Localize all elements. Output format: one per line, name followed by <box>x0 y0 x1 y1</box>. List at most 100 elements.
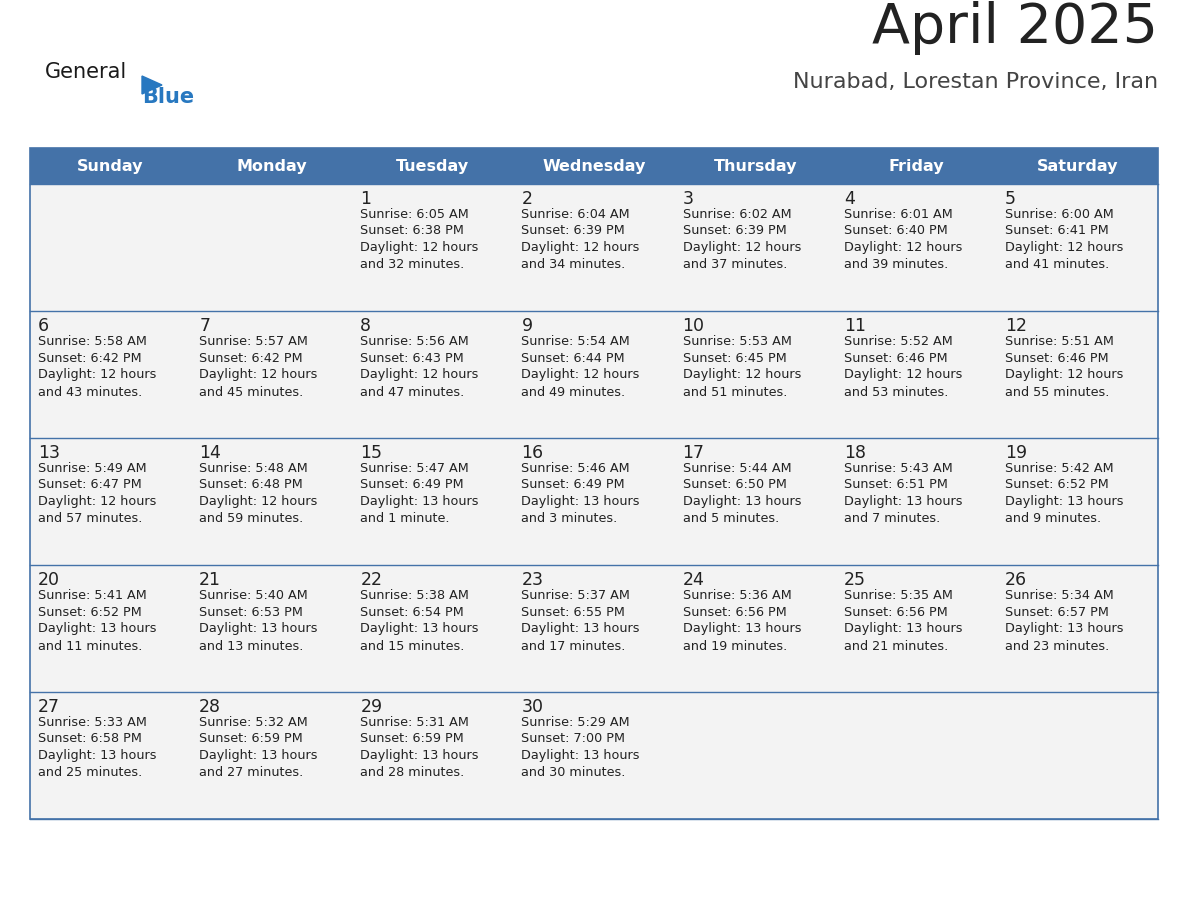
Text: Daylight: 13 hours
and 7 minutes.: Daylight: 13 hours and 7 minutes. <box>843 495 962 525</box>
Text: Daylight: 13 hours
and 11 minutes.: Daylight: 13 hours and 11 minutes. <box>38 622 157 653</box>
Text: Daylight: 13 hours
and 15 minutes.: Daylight: 13 hours and 15 minutes. <box>360 622 479 653</box>
Text: Sunset: 6:56 PM: Sunset: 6:56 PM <box>843 606 948 619</box>
Text: 14: 14 <box>200 444 221 462</box>
Text: Daylight: 13 hours
and 13 minutes.: Daylight: 13 hours and 13 minutes. <box>200 622 317 653</box>
Text: 21: 21 <box>200 571 221 589</box>
Text: Monday: Monday <box>236 159 307 174</box>
Text: Friday: Friday <box>889 159 944 174</box>
Bar <box>30 438 1158 565</box>
Text: Sunrise: 5:43 AM: Sunrise: 5:43 AM <box>843 462 953 475</box>
Text: Sunrise: 5:36 AM: Sunrise: 5:36 AM <box>683 589 791 602</box>
Text: Daylight: 12 hours
and 43 minutes.: Daylight: 12 hours and 43 minutes. <box>38 368 157 398</box>
Text: Sunrise: 5:54 AM: Sunrise: 5:54 AM <box>522 335 630 348</box>
Text: Sunrise: 5:29 AM: Sunrise: 5:29 AM <box>522 716 630 729</box>
Text: 8: 8 <box>360 317 372 335</box>
Text: Sunrise: 6:05 AM: Sunrise: 6:05 AM <box>360 208 469 221</box>
Text: Saturday: Saturday <box>1037 159 1118 174</box>
Text: Sunset: 6:46 PM: Sunset: 6:46 PM <box>843 352 947 364</box>
Text: Sunset: 6:40 PM: Sunset: 6:40 PM <box>843 225 948 238</box>
Text: Daylight: 12 hours
and 49 minutes.: Daylight: 12 hours and 49 minutes. <box>522 368 640 398</box>
Text: Daylight: 12 hours
and 51 minutes.: Daylight: 12 hours and 51 minutes. <box>683 368 801 398</box>
Text: Sunset: 6:49 PM: Sunset: 6:49 PM <box>360 478 463 491</box>
Text: Daylight: 13 hours
and 17 minutes.: Daylight: 13 hours and 17 minutes. <box>522 622 640 653</box>
Text: Daylight: 12 hours
and 39 minutes.: Daylight: 12 hours and 39 minutes. <box>843 241 962 272</box>
Text: Daylight: 12 hours
and 45 minutes.: Daylight: 12 hours and 45 minutes. <box>200 368 317 398</box>
Text: Daylight: 12 hours
and 34 minutes.: Daylight: 12 hours and 34 minutes. <box>522 241 640 272</box>
Text: Sunset: 6:53 PM: Sunset: 6:53 PM <box>200 606 303 619</box>
Text: Sunset: 6:59 PM: Sunset: 6:59 PM <box>360 733 465 745</box>
Text: Sunrise: 5:34 AM: Sunrise: 5:34 AM <box>1005 589 1113 602</box>
Text: Blue: Blue <box>143 87 194 107</box>
Text: Sunrise: 5:56 AM: Sunrise: 5:56 AM <box>360 335 469 348</box>
Text: Sunset: 6:47 PM: Sunset: 6:47 PM <box>38 478 141 491</box>
Text: Nurabad, Lorestan Province, Iran: Nurabad, Lorestan Province, Iran <box>792 72 1158 92</box>
Text: 2: 2 <box>522 190 532 208</box>
Text: Daylight: 12 hours
and 47 minutes.: Daylight: 12 hours and 47 minutes. <box>360 368 479 398</box>
Text: Sunset: 6:51 PM: Sunset: 6:51 PM <box>843 478 948 491</box>
Text: Sunrise: 5:40 AM: Sunrise: 5:40 AM <box>200 589 308 602</box>
Text: Tuesday: Tuesday <box>397 159 469 174</box>
Text: Sunrise: 5:57 AM: Sunrise: 5:57 AM <box>200 335 308 348</box>
Text: Daylight: 13 hours
and 23 minutes.: Daylight: 13 hours and 23 minutes. <box>1005 622 1124 653</box>
Bar <box>30 148 1158 819</box>
Text: Sunset: 6:42 PM: Sunset: 6:42 PM <box>200 352 303 364</box>
Text: Sunset: 6:56 PM: Sunset: 6:56 PM <box>683 606 786 619</box>
Text: April 2025: April 2025 <box>872 1 1158 55</box>
Text: Sunrise: 5:58 AM: Sunrise: 5:58 AM <box>38 335 147 348</box>
Text: Daylight: 12 hours
and 59 minutes.: Daylight: 12 hours and 59 minutes. <box>200 495 317 525</box>
Bar <box>30 692 1158 819</box>
Text: 3: 3 <box>683 190 694 208</box>
Text: Sunset: 6:48 PM: Sunset: 6:48 PM <box>200 478 303 491</box>
Text: Daylight: 13 hours
and 28 minutes.: Daylight: 13 hours and 28 minutes. <box>360 749 479 779</box>
Bar <box>30 311 1158 438</box>
Text: Wednesday: Wednesday <box>542 159 646 174</box>
Text: Daylight: 12 hours
and 57 minutes.: Daylight: 12 hours and 57 minutes. <box>38 495 157 525</box>
Text: Daylight: 13 hours
and 30 minutes.: Daylight: 13 hours and 30 minutes. <box>522 749 640 779</box>
Text: 11: 11 <box>843 317 866 335</box>
Text: 25: 25 <box>843 571 866 589</box>
Text: Sunset: 6:42 PM: Sunset: 6:42 PM <box>38 352 141 364</box>
Text: Sunrise: 5:33 AM: Sunrise: 5:33 AM <box>38 716 147 729</box>
Text: Daylight: 13 hours
and 21 minutes.: Daylight: 13 hours and 21 minutes. <box>843 622 962 653</box>
Text: Sunset: 6:39 PM: Sunset: 6:39 PM <box>683 225 786 238</box>
Text: 20: 20 <box>38 571 61 589</box>
Text: 24: 24 <box>683 571 704 589</box>
Text: Daylight: 12 hours
and 37 minutes.: Daylight: 12 hours and 37 minutes. <box>683 241 801 272</box>
Bar <box>30 148 1158 184</box>
Text: Sunrise: 5:49 AM: Sunrise: 5:49 AM <box>38 462 146 475</box>
Text: 16: 16 <box>522 444 544 462</box>
Text: Sunset: 6:46 PM: Sunset: 6:46 PM <box>1005 352 1108 364</box>
Text: Sunset: 6:59 PM: Sunset: 6:59 PM <box>200 733 303 745</box>
Text: Sunrise: 5:37 AM: Sunrise: 5:37 AM <box>522 589 631 602</box>
Text: Sunset: 6:49 PM: Sunset: 6:49 PM <box>522 478 625 491</box>
Bar <box>30 565 1158 692</box>
Text: Daylight: 12 hours
and 55 minutes.: Daylight: 12 hours and 55 minutes. <box>1005 368 1123 398</box>
Text: Sunrise: 5:41 AM: Sunrise: 5:41 AM <box>38 589 147 602</box>
Text: Sunset: 6:55 PM: Sunset: 6:55 PM <box>522 606 625 619</box>
Text: Sunset: 7:00 PM: Sunset: 7:00 PM <box>522 733 625 745</box>
Text: Daylight: 12 hours
and 41 minutes.: Daylight: 12 hours and 41 minutes. <box>1005 241 1123 272</box>
Text: Sunset: 6:54 PM: Sunset: 6:54 PM <box>360 606 465 619</box>
Text: Daylight: 13 hours
and 25 minutes.: Daylight: 13 hours and 25 minutes. <box>38 749 157 779</box>
Text: Sunset: 6:52 PM: Sunset: 6:52 PM <box>1005 478 1108 491</box>
Text: 28: 28 <box>200 698 221 716</box>
Text: Daylight: 12 hours
and 53 minutes.: Daylight: 12 hours and 53 minutes. <box>843 368 962 398</box>
Text: Daylight: 13 hours
and 3 minutes.: Daylight: 13 hours and 3 minutes. <box>522 495 640 525</box>
Text: 5: 5 <box>1005 190 1016 208</box>
Text: Sunset: 6:52 PM: Sunset: 6:52 PM <box>38 606 141 619</box>
Text: Sunrise: 5:52 AM: Sunrise: 5:52 AM <box>843 335 953 348</box>
Text: Sunset: 6:41 PM: Sunset: 6:41 PM <box>1005 225 1108 238</box>
Text: 7: 7 <box>200 317 210 335</box>
Text: General: General <box>45 62 127 82</box>
Text: Sunrise: 5:42 AM: Sunrise: 5:42 AM <box>1005 462 1113 475</box>
Text: 12: 12 <box>1005 317 1026 335</box>
Text: 30: 30 <box>522 698 543 716</box>
Text: Daylight: 13 hours
and 27 minutes.: Daylight: 13 hours and 27 minutes. <box>200 749 317 779</box>
Text: 6: 6 <box>38 317 49 335</box>
Text: Sunrise: 6:00 AM: Sunrise: 6:00 AM <box>1005 208 1113 221</box>
Text: 10: 10 <box>683 317 704 335</box>
Text: 18: 18 <box>843 444 866 462</box>
Text: Sunset: 6:39 PM: Sunset: 6:39 PM <box>522 225 625 238</box>
Text: Daylight: 12 hours
and 32 minutes.: Daylight: 12 hours and 32 minutes. <box>360 241 479 272</box>
Text: Sunrise: 5:48 AM: Sunrise: 5:48 AM <box>200 462 308 475</box>
